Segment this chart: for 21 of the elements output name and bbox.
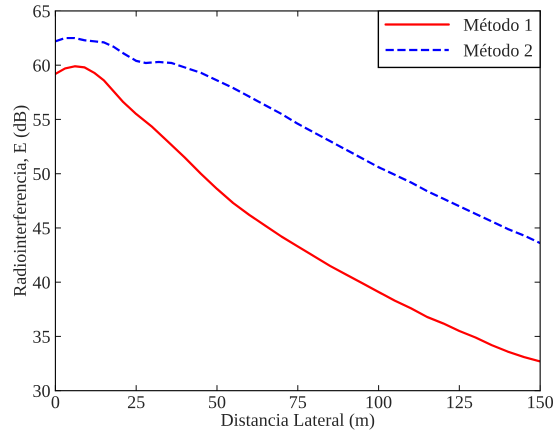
x-tick-label: 50 [209, 396, 226, 408]
y-tick-label: 30 [33, 384, 50, 398]
x-tick-label: 25 [128, 396, 145, 408]
x-tick-label: 0 [52, 396, 60, 408]
line-series [55, 65, 540, 363]
y-tick-label: 45 [32, 222, 50, 234]
y-tick-label: 55 [34, 114, 50, 126]
x-tick-label: 75 [290, 396, 306, 408]
y-tick-label: 60 [33, 59, 50, 72]
line-series [55, 36, 540, 244]
y-tick-label: 65 [33, 5, 50, 18]
x-tick-label: 125 [447, 396, 472, 408]
legend-label: Método 1 [464, 18, 532, 31]
y-tick-label: 35 [33, 330, 50, 343]
legend-label: Método 2 [464, 44, 532, 56]
x-tick-label: 100 [366, 396, 392, 408]
y-axis-title: Radiointerferencia, E (dB) [13, 106, 30, 296]
x-tick-label: 150 [528, 396, 554, 408]
x-axis-title: Distancia Lateral (m) [221, 413, 374, 430]
y-tick-label: 40 [32, 276, 50, 289]
y-tick-label: 50 [34, 168, 50, 180]
